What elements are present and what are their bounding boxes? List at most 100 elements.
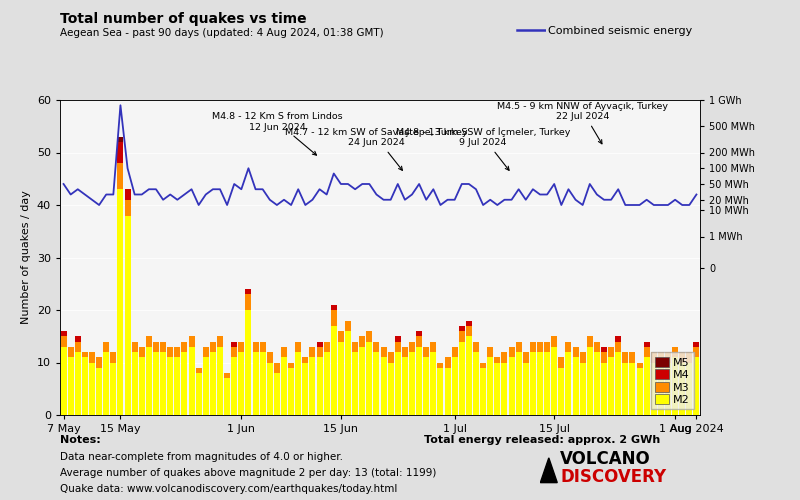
Bar: [274, 373, 280, 415]
Bar: [458, 331, 465, 342]
Bar: [438, 362, 443, 368]
Bar: [445, 368, 450, 415]
Bar: [110, 362, 116, 415]
Bar: [253, 342, 258, 352]
Text: M4.5 - 9 km NNW of Ayvaçık, Turkey
22 Jul 2024: M4.5 - 9 km NNW of Ayvaçık, Turkey 22 Ju…: [497, 102, 668, 144]
Bar: [210, 342, 216, 352]
Bar: [295, 342, 302, 352]
Text: M4.8 - 12 Km S from Lindos
12 Jun 2024: M4.8 - 12 Km S from Lindos 12 Jun 2024: [211, 112, 342, 155]
Bar: [622, 352, 628, 362]
Text: Total energy released: approx. 2 GWh: Total energy released: approx. 2 GWh: [424, 435, 660, 445]
Bar: [522, 362, 529, 415]
Bar: [608, 347, 614, 357]
Bar: [509, 347, 514, 357]
Text: Average number of quakes above magnitude 2 per day: 13 (total: 1199): Average number of quakes above magnitude…: [60, 468, 436, 478]
Bar: [573, 357, 578, 415]
Bar: [96, 357, 102, 368]
Bar: [359, 347, 366, 415]
Bar: [118, 163, 123, 189]
Bar: [694, 357, 699, 415]
Bar: [153, 352, 159, 415]
Bar: [423, 357, 430, 415]
Bar: [672, 347, 678, 357]
Bar: [196, 373, 202, 415]
Bar: [174, 347, 180, 357]
Bar: [317, 342, 322, 347]
Bar: [388, 362, 394, 415]
Bar: [302, 362, 308, 415]
Bar: [502, 362, 507, 415]
Bar: [338, 331, 344, 342]
Y-axis label: Number of quakes / day: Number of quakes / day: [22, 190, 31, 324]
Polygon shape: [540, 458, 558, 482]
Bar: [551, 336, 558, 347]
Bar: [679, 362, 686, 415]
Bar: [644, 347, 650, 357]
Bar: [352, 352, 358, 415]
Bar: [381, 347, 386, 357]
Bar: [430, 352, 436, 415]
Bar: [202, 357, 209, 415]
Bar: [438, 368, 443, 415]
Bar: [530, 342, 536, 352]
Bar: [586, 347, 593, 415]
Bar: [665, 362, 671, 415]
Bar: [118, 136, 123, 142]
Bar: [74, 352, 81, 415]
Bar: [125, 216, 130, 415]
Bar: [558, 357, 564, 368]
Text: Combined seismic energy: Combined seismic energy: [548, 26, 692, 36]
Bar: [580, 352, 586, 362]
Bar: [103, 352, 110, 415]
Bar: [644, 342, 650, 347]
Bar: [61, 347, 66, 415]
Bar: [132, 342, 138, 352]
Text: M4.7 - 12 km SW of Savaştepe, Turkey
24 Jun 2024: M4.7 - 12 km SW of Savaştepe, Turkey 24 …: [285, 128, 468, 170]
Bar: [359, 336, 366, 347]
Bar: [637, 368, 642, 415]
Bar: [295, 352, 302, 415]
Bar: [615, 352, 622, 415]
Bar: [374, 352, 379, 415]
Bar: [452, 347, 458, 357]
Text: M4.8 - 13 km SSW of İçmeler, Turkey
9 Jul 2024: M4.8 - 13 km SSW of İçmeler, Turkey 9 Ju…: [396, 127, 570, 170]
Bar: [566, 352, 571, 415]
Bar: [125, 200, 130, 216]
Bar: [125, 189, 130, 200]
Bar: [650, 352, 657, 362]
Bar: [551, 347, 558, 415]
Text: VOLCANO: VOLCANO: [560, 450, 650, 468]
Bar: [366, 342, 372, 415]
Text: Total number of quakes vs time: Total number of quakes vs time: [60, 12, 306, 26]
Bar: [366, 331, 372, 342]
Bar: [260, 342, 266, 352]
Legend: M5, M4, M3, M2: M5, M4, M3, M2: [651, 352, 694, 410]
Bar: [310, 347, 315, 357]
Bar: [644, 357, 650, 415]
Bar: [630, 352, 635, 362]
Bar: [466, 336, 472, 415]
Bar: [458, 342, 465, 415]
Bar: [409, 342, 415, 352]
Bar: [138, 347, 145, 357]
Bar: [381, 357, 386, 415]
Bar: [266, 352, 273, 362]
Bar: [288, 362, 294, 368]
Bar: [231, 342, 238, 347]
Bar: [537, 352, 543, 415]
Bar: [544, 352, 550, 415]
Bar: [217, 347, 223, 415]
Bar: [694, 342, 699, 347]
Bar: [231, 357, 238, 415]
Bar: [138, 357, 145, 415]
Bar: [402, 357, 408, 415]
Bar: [96, 368, 102, 415]
Bar: [608, 357, 614, 415]
Bar: [246, 310, 251, 415]
Bar: [146, 347, 152, 415]
Bar: [146, 336, 152, 347]
Bar: [601, 347, 607, 352]
Bar: [330, 310, 337, 326]
Bar: [487, 357, 494, 415]
Bar: [586, 336, 593, 347]
